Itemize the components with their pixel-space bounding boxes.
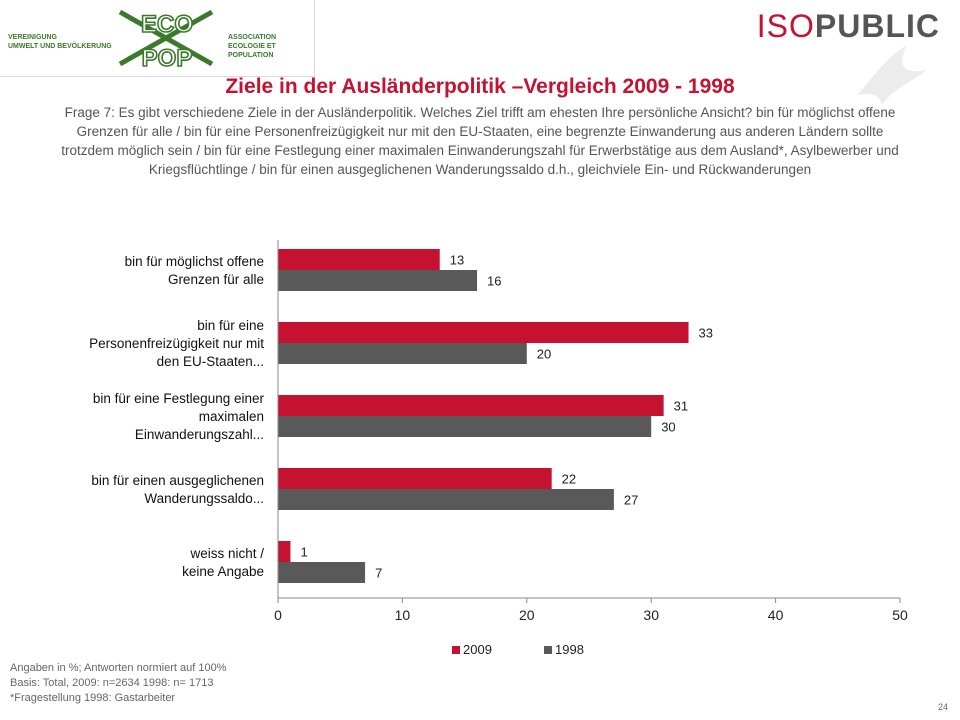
page-number: 24: [937, 702, 948, 712]
bar-2009-4: [278, 541, 291, 562]
x-tick-label-5: 50: [892, 607, 908, 623]
category-label-4-0: weiss nicht /: [189, 546, 264, 561]
x-tick-label-3: 30: [643, 607, 659, 623]
category-label-4-1: keine Angabe: [182, 564, 264, 579]
bar-1998-1: [278, 343, 527, 364]
bar-2009-0: [278, 249, 440, 270]
category-label-1-2: den EU-Staaten...: [157, 354, 264, 369]
page-title: Ziele in der Ausländerpolitik –Vergleich…: [225, 75, 735, 98]
ecopop-logo: VEREINIGUNG UMWELT UND BEVÖLKERUNG ECO P…: [0, 0, 315, 77]
bar-chart: 13 16 bin für möglichst offene Grenzen für …: [89, 240, 908, 657]
legend-swatch-2009: [452, 646, 460, 654]
bar-1998-0: [278, 270, 478, 291]
bar-2009-3: [278, 468, 552, 489]
bar-2009-1: [278, 322, 689, 343]
x-tick-label-2: 20: [519, 607, 535, 623]
bar-1998-3: [278, 489, 614, 510]
data-label-2009-3: 22: [562, 472, 576, 487]
legend-label-1998: 1998: [555, 642, 584, 657]
bar-2009-2: [278, 395, 664, 416]
data-label-1998-4: 7: [375, 566, 382, 581]
brand-public: PUBLIC: [814, 8, 940, 44]
footnote-line-3: *Fragestellung 1998: Gastarbeiter: [10, 692, 176, 704]
data-label-2009-4: 1: [300, 545, 307, 560]
logo-mark-eco: ECO: [141, 11, 193, 38]
isopublic-logo: ISOPUBLIC: [757, 8, 940, 45]
question-text: Frage 7: Es gibt verschiedene Ziele in d…: [61, 105, 899, 177]
bar-1998-2: [278, 416, 652, 437]
ecopop-mark-icon: ECO POP: [118, 9, 214, 72]
footnote-line-1: Angaben in %; Antworten normiert auf 100…: [10, 662, 227, 674]
category-label-2-1: maximalen: [199, 409, 264, 424]
category-label-2-2: Einwanderungszahl...: [135, 427, 264, 442]
category-label-1-1: Personenfreizügigkeit nur mit: [89, 336, 264, 351]
data-label-1998-3: 27: [624, 493, 638, 508]
logo-right-line-2: ECOLOGIE ET POPULATION: [228, 43, 276, 59]
data-label-2009-2: 31: [674, 399, 688, 414]
data-label-1998-0: 16: [487, 274, 501, 289]
category-label-2-0: bin für eine Festlegung einer: [93, 391, 265, 406]
logo-right-text: ASSOCIATION ECOLOGIE ET POPULATION: [228, 33, 314, 60]
logo-right-line-1: ASSOCIATION: [228, 34, 277, 41]
category-label-1-0: bin für eine: [197, 318, 264, 333]
logo-left-text: VEREINIGUNG UMWELT UND BEVÖLKERUNG: [8, 33, 112, 51]
legend-swatch-1998: [544, 646, 552, 654]
data-label-1998-1: 20: [537, 347, 551, 362]
brand-iso: ISO: [756, 8, 815, 44]
footnote-line-2: Basis: Total, 2009: n=2634 1998: n= 1713: [10, 677, 214, 689]
category-label-3-1: Wanderungssaldo...: [144, 491, 264, 506]
data-label-2009-1: 33: [699, 326, 713, 341]
category-label-0-0: bin für möglichst offene: [125, 254, 264, 269]
category-label-0-1: Grenzen für alle: [168, 272, 264, 287]
x-tick-label-1: 10: [395, 607, 411, 623]
logo-mark-pop: POP: [142, 45, 193, 72]
category-label-3-0: bin für einen ausgeglichenen: [91, 473, 264, 488]
logo-left-line-2: UMWELT UND BEVÖLKERUNG: [8, 43, 112, 50]
footnotes: Angaben in %; Antworten normiert auf 100…: [10, 661, 226, 706]
x-tick-label-4: 40: [768, 607, 784, 623]
data-label-2009-0: 13: [450, 253, 464, 268]
x-tick-label-0: 0: [274, 607, 282, 623]
bird-watermark-icon: [857, 45, 927, 105]
legend-label-2009: 2009: [463, 642, 492, 657]
logo-left-line-1: VEREINIGUNG: [8, 34, 58, 41]
bar-1998-4: [278, 562, 366, 583]
data-label-1998-2: 30: [661, 420, 675, 435]
